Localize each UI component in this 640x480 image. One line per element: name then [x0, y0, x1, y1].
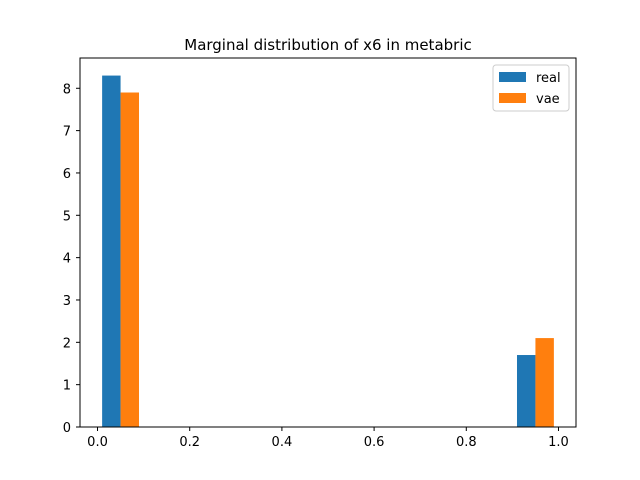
x-tick-label: 0.0: [87, 435, 108, 450]
legend-swatch-real: [499, 72, 526, 82]
bar-vae-0: [120, 92, 140, 427]
y-tick-label: 4: [63, 252, 71, 267]
legend-label-vae: vae: [536, 92, 560, 107]
y-tick-label: 8: [63, 82, 71, 97]
y-tick-label: 1: [63, 379, 71, 394]
y-tick-label: 3: [63, 294, 71, 309]
chart-title: Marginal distribution of x6 in metabric: [184, 36, 471, 54]
x-tick-label: 0.2: [179, 435, 200, 450]
y-tick-label: 0: [63, 421, 71, 436]
x-tick-label: 0.6: [364, 435, 385, 450]
y-tick-label: 2: [63, 336, 71, 351]
bars-layer: [102, 75, 554, 428]
legend: real vae: [492, 64, 570, 112]
plot-frame: [79, 57, 577, 428]
x-tick-label: 0.4: [272, 435, 293, 450]
x-tick-label: 1.0: [548, 435, 569, 450]
axes-layer: 0.0 0.2 0.4 0.6 0.8 1.0 0 1 2 3 4 5 6 7 8: [63, 57, 577, 450]
legend-label-real: real: [536, 71, 561, 86]
bar-real-1: [516, 355, 536, 427]
y-tick-label: 6: [63, 167, 71, 182]
y-tick-label: 7: [63, 125, 71, 140]
y-tick-label: 5: [63, 209, 71, 224]
x-tick-label: 0.8: [456, 435, 477, 450]
bar-real-0: [102, 75, 121, 428]
bar-vae-1: [535, 338, 554, 427]
legend-swatch-vae: [499, 93, 526, 103]
